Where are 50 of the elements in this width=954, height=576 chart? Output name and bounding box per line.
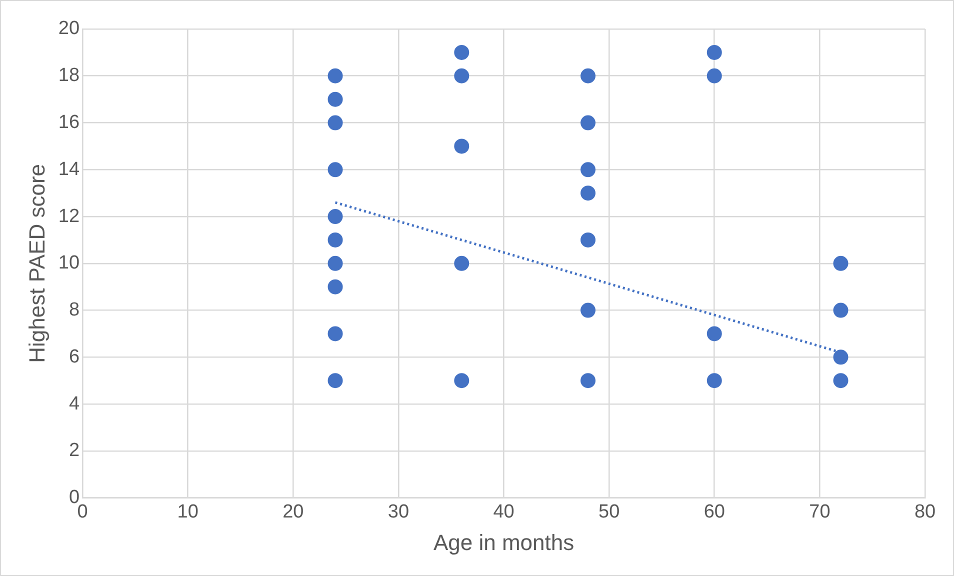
x-tick-label: 10	[177, 501, 198, 522]
y-tick-label: 14	[58, 158, 80, 180]
point	[580, 162, 596, 178]
point	[328, 92, 343, 107]
point	[328, 162, 343, 178]
point	[328, 373, 343, 388]
y-axis-title: Highest PAED score	[24, 164, 50, 363]
y-tick-label: 20	[58, 18, 80, 40]
y-tick-label: 12	[58, 206, 80, 227]
point	[454, 44, 470, 60]
x-tick-label: 50	[598, 501, 620, 522]
point	[833, 256, 848, 271]
x-tick-label: 60	[704, 501, 725, 522]
point	[580, 115, 596, 130]
point	[328, 326, 343, 342]
point	[328, 232, 343, 248]
point	[328, 279, 343, 294]
x-tick-label: 80	[914, 501, 936, 522]
y-tick-label: 16	[58, 112, 80, 133]
point	[328, 68, 343, 84]
x-axis-title: Age in months	[433, 530, 574, 555]
point	[328, 115, 343, 130]
y-tick-label: 8	[68, 300, 80, 321]
point	[706, 326, 722, 342]
y-tick-label: 2	[68, 440, 80, 462]
point	[833, 302, 848, 318]
y-tick-label: 4	[68, 393, 80, 414]
y-tick-label: 10	[58, 252, 80, 274]
x-tick-label: 20	[282, 501, 304, 522]
x-tick-label: 40	[493, 501, 514, 522]
point	[454, 68, 470, 84]
point	[706, 44, 722, 60]
point	[833, 373, 848, 388]
x-tick-label: 70	[809, 501, 830, 522]
point	[454, 138, 470, 154]
point	[454, 256, 470, 271]
y-tick-label: 6	[68, 346, 80, 368]
point	[580, 232, 596, 248]
point	[706, 68, 722, 84]
point	[454, 373, 470, 388]
point	[706, 373, 722, 388]
point	[580, 68, 596, 84]
point	[328, 256, 343, 271]
point	[580, 373, 596, 388]
y-tick-label: 18	[58, 65, 80, 86]
point	[328, 209, 343, 224]
point	[580, 186, 596, 201]
point	[833, 350, 848, 365]
x-tick-label: 30	[388, 501, 410, 522]
point	[580, 302, 596, 318]
